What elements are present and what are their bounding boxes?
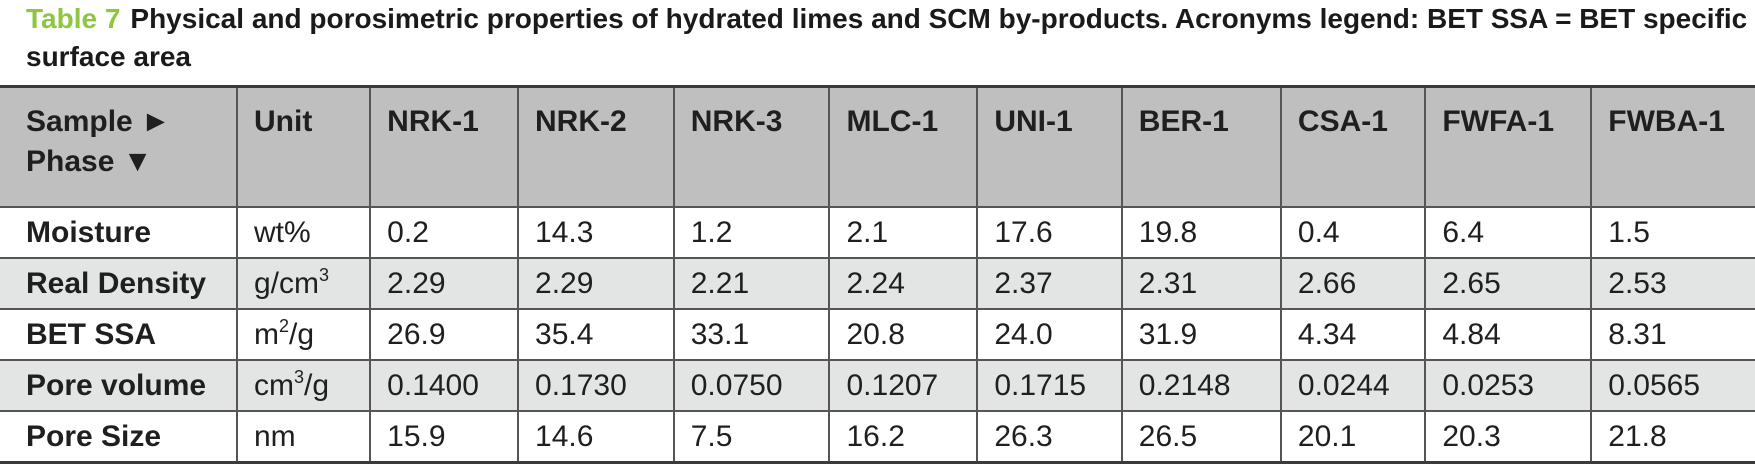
unit-base: m [254, 317, 279, 351]
table-cell: 0.2 [369, 206, 519, 258]
table-cell: 21.8 [1590, 410, 1755, 463]
table-row: Pore volume cm3/g 0.1400 0.1730 0.0750 0.1207… [0, 359, 1755, 411]
table-cell: 0.1730 [517, 359, 674, 411]
unit-tail: /g [289, 317, 315, 351]
header-sample-csa-1: CSA-1 [1279, 86, 1426, 207]
table-cell: 4.84 [1424, 308, 1592, 360]
table-cell: 2.1 [828, 206, 978, 258]
table-cell: 17.6 [976, 206, 1122, 258]
unit-superscript: 3 [319, 264, 330, 285]
table-cell: 0.1207 [828, 359, 978, 411]
table-label: Table 7 [26, 3, 121, 34]
header-sample-fwfa-1: FWFA-1 [1424, 86, 1592, 207]
header-sample-label: Sample ► [26, 105, 171, 138]
header-sample-nrk-1: NRK-1 [369, 86, 519, 207]
unit-superscript: 2 [279, 315, 290, 336]
row-unit: cm3/g [235, 359, 371, 411]
table-cell: 2.65 [1424, 257, 1592, 309]
table-cell: 20.1 [1279, 410, 1426, 463]
table-cell: 0.1715 [976, 359, 1122, 411]
header-phase-label: Phase ▼ [26, 145, 153, 178]
table-cell: 7.5 [672, 410, 830, 463]
row-phase-label: Pore volume [0, 359, 237, 411]
properties-table: Sample ► Phase ▼ Unit NRK-1 NRK-2 NRK-3 … [0, 85, 1755, 464]
table-cell: 6.4 [1424, 206, 1592, 258]
table-cell: 2.21 [672, 257, 830, 309]
header-sample-fwba-1: FWBA-1 [1590, 86, 1755, 207]
table-cell: 19.8 [1120, 206, 1281, 258]
table-cell: 2.37 [976, 257, 1122, 309]
unit-base: g/cm [254, 266, 320, 300]
row-unit: g/cm3 [235, 257, 371, 309]
header-sample-uni-1: UNI-1 [976, 86, 1122, 207]
table-row: Moisture wt% 0.2 14.3 1.2 2.1 17.6 19.8 0.4 6.4 1.… [0, 206, 1755, 258]
table-cell: 1.2 [672, 206, 830, 258]
table-row: BET SSA m2/g 26.9 35.4 33.1 20.8 24.0 31.9 4.34 4… [0, 308, 1755, 360]
table-cell: 31.9 [1120, 308, 1281, 360]
table-cell: 2.29 [517, 257, 674, 309]
header-sample-nrk-3: NRK-3 [672, 86, 830, 207]
table-cell: 0.1400 [369, 359, 519, 411]
row-phase-label: Moisture [0, 206, 237, 258]
table-cell: 26.5 [1120, 410, 1281, 463]
table-cell: 0.2148 [1120, 359, 1281, 411]
row-phase-label: Pore Size [0, 410, 237, 463]
table-cell: 0.0244 [1279, 359, 1426, 411]
table-cell: 0.4 [1279, 206, 1426, 258]
table-cell: 1.5 [1590, 206, 1755, 258]
row-unit: wt% [235, 206, 371, 258]
properties-table-container: Sample ► Phase ▼ Unit NRK-1 NRK-2 NRK-3 … [0, 85, 1755, 464]
table-title: Physical and porosimetric properties of … [26, 3, 1748, 72]
unit-base: cm [254, 368, 294, 402]
table-cell: 4.34 [1279, 308, 1426, 360]
table-cell: 0.0565 [1590, 359, 1755, 411]
table-cell: 14.3 [517, 206, 674, 258]
table-row: Pore Size nm 15.9 14.6 7.5 16.2 26.3 26.5 20.1 20… [0, 410, 1755, 463]
unit-base: nm [254, 419, 296, 453]
table-cell: 35.4 [517, 308, 674, 360]
table-cell: 33.1 [672, 308, 830, 360]
header-unit: Unit [235, 86, 371, 207]
row-phase-label: Real Density [0, 257, 237, 309]
unit-superscript: 3 [294, 366, 305, 387]
unit-base: wt% [254, 215, 311, 249]
table-cell: 0.0253 [1424, 359, 1592, 411]
table-cell: 2.29 [369, 257, 519, 309]
table-body: Moisture wt% 0.2 14.3 1.2 2.1 17.6 19.8 0.4 6.4 1.… [0, 206, 1755, 463]
header-sample-phase: Sample ► Phase ▼ [0, 86, 237, 207]
header-sample-nrk-2: NRK-2 [517, 86, 674, 207]
row-unit: m2/g [235, 308, 371, 360]
table-cell: 24.0 [976, 308, 1122, 360]
table-cell: 14.6 [517, 410, 674, 463]
table-cell: 26.3 [976, 410, 1122, 463]
table-cell: 20.3 [1424, 410, 1592, 463]
row-phase-label: BET SSA [0, 308, 237, 360]
table-cell: 2.24 [828, 257, 978, 309]
table-cell: 2.53 [1590, 257, 1755, 309]
header-row: Sample ► Phase ▼ Unit NRK-1 NRK-2 NRK-3 … [0, 86, 1755, 207]
header-sample-mlc-1: MLC-1 [828, 86, 978, 207]
table-cell: 20.8 [828, 308, 978, 360]
table-cell: 15.9 [369, 410, 519, 463]
table-caption: Table 7 Physical and porosimetric propert… [26, 0, 1755, 76]
table-cell: 16.2 [828, 410, 978, 463]
table-cell: 26.9 [369, 308, 519, 360]
table-row: Real Density g/cm3 2.29 2.29 2.21 2.24 2.37 2.3… [0, 257, 1755, 309]
table-cell: 2.66 [1279, 257, 1426, 309]
header-sample-ber-1: BER-1 [1120, 86, 1281, 207]
table-cell: 8.31 [1590, 308, 1755, 360]
unit-tail: /g [304, 368, 330, 402]
table-cell: 2.31 [1120, 257, 1281, 309]
row-unit: nm [235, 410, 371, 463]
table-cell: 0.0750 [672, 359, 830, 411]
